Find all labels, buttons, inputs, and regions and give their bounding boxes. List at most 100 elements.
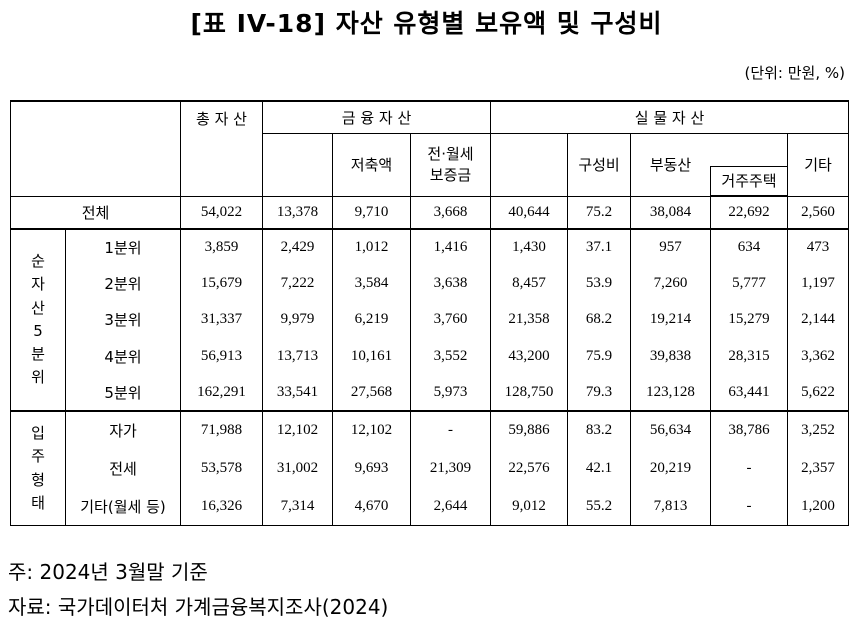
value-cell: 59,886 bbox=[490, 409, 569, 450]
value-cell: 28,315 bbox=[710, 338, 789, 375]
data-row: 4분위 56,913 13,713 10,161 3,552 43,200 75.9 39,8… bbox=[11, 338, 850, 375]
value-cell: 19,214 bbox=[630, 301, 712, 339]
value-cell: 7,813 bbox=[630, 487, 712, 527]
value-cell: 3,668 bbox=[409, 195, 492, 230]
value-cell: 12,102 bbox=[262, 409, 333, 450]
value-cell: 1,200 bbox=[787, 487, 850, 527]
value-cell: 31,002 bbox=[262, 449, 333, 488]
value-cell: 15,679 bbox=[180, 265, 263, 302]
value-cell: 5,973 bbox=[409, 374, 492, 411]
value-cell: 20,219 bbox=[630, 449, 712, 488]
data-row: 순자산5분위 1분위 3,859 2,429 1,012 1,416 1,430 37.1 95… bbox=[10, 227, 850, 412]
row-label: 기타(월세 등) bbox=[65, 487, 181, 527]
value-cell: 75.9 bbox=[567, 338, 632, 375]
value-cell: 7,222 bbox=[262, 265, 333, 302]
value-cell: 473 bbox=[787, 227, 850, 266]
value-cell: 5,777 bbox=[710, 265, 789, 302]
header-row: 저축액 전·월세 보증금 구성비 부동산 기타 bbox=[11, 132, 850, 197]
value-cell: 9,012 bbox=[490, 487, 569, 527]
value-cell: 5,622 bbox=[787, 374, 850, 411]
table-body: 총 자 산 금 융 자 산 실 물 자 산 저축액 전·월세 보증금 구성비 부동… bbox=[10, 100, 850, 527]
header-cell: 거주주택 bbox=[710, 165, 789, 197]
data-row: 2분위 15,679 7,222 3,584 3,638 8,457 53.9 7,260 5,… bbox=[11, 265, 850, 302]
header-cell: 구성비 bbox=[567, 132, 632, 197]
value-cell: 42.1 bbox=[567, 449, 632, 488]
note: 주: 2024년 3월말 기준 bbox=[8, 560, 208, 584]
value-cell: 55.2 bbox=[567, 487, 632, 527]
row-label: 자가 bbox=[65, 409, 181, 450]
header-text: 보증금 bbox=[429, 165, 472, 184]
value-cell: 1,197 bbox=[787, 265, 850, 302]
value-cell: 54,022 bbox=[180, 195, 263, 230]
header-row: 거주주택 bbox=[11, 165, 849, 197]
header-cell: 저축액 bbox=[332, 132, 411, 197]
data-row: 전세 53,578 31,002 9,693 21,309 22,576 42.1 20,21… bbox=[11, 449, 850, 488]
group-label-text: 순자산5분위 bbox=[31, 252, 45, 387]
value-cell: - bbox=[710, 449, 789, 488]
value-cell: 21,309 bbox=[409, 449, 492, 488]
value-cell: 15,279 bbox=[710, 301, 789, 339]
row-label: 전체 bbox=[10, 195, 181, 230]
header-cell: 금 융 자 산 bbox=[261, 100, 492, 134]
value-cell: 13,378 bbox=[262, 195, 333, 230]
row-label: 4분위 bbox=[65, 338, 181, 375]
data-row: 입주형태 자가 71,988 12,102 12,102-59,886 83.2 56,63… bbox=[10, 409, 850, 527]
row-label: 2분위 bbox=[65, 265, 181, 302]
header-cell bbox=[490, 132, 569, 197]
value-cell: 2,560 bbox=[787, 195, 850, 230]
value-cell: 634 bbox=[710, 227, 789, 266]
group-label: 순자산5분위 bbox=[10, 228, 66, 412]
source: 자료: 국가데이터처 가계금융복지조사(2024) bbox=[8, 595, 389, 619]
value-cell: 31,337 bbox=[180, 301, 263, 339]
value-cell: 68.2 bbox=[567, 301, 632, 339]
value-cell: 56,913 bbox=[180, 338, 263, 375]
value-cell: 37.1 bbox=[567, 227, 632, 266]
value-cell: 71,988 bbox=[180, 409, 263, 450]
header-cell: 총 자 산 bbox=[180, 100, 263, 197]
header-cell bbox=[710, 132, 789, 167]
value-cell: - bbox=[710, 487, 789, 527]
corner-cell bbox=[10, 100, 181, 197]
value-cell: 39,838 bbox=[630, 338, 712, 375]
value-cell: 1,416 bbox=[409, 227, 492, 266]
value-cell: 9,710 bbox=[332, 195, 411, 230]
row-label: 3분위 bbox=[65, 301, 181, 339]
value-cell: 7,314 bbox=[262, 487, 333, 527]
value-cell: 2,644 bbox=[409, 487, 492, 527]
value-cell: 123,128 bbox=[630, 374, 712, 411]
value-cell: 56,634 bbox=[630, 409, 712, 450]
header-cell bbox=[262, 132, 333, 197]
value-cell: 957 bbox=[630, 227, 712, 266]
header-row: 총 자 산 금 융 자 산 실 물 자 산 bbox=[10, 100, 850, 197]
value-cell: 3,552 bbox=[409, 338, 492, 375]
value-cell: 21,358 bbox=[490, 301, 569, 339]
value-cell: 79.3 bbox=[567, 374, 632, 411]
value-cell: 33,541 bbox=[262, 374, 333, 411]
header-text: 전·월세 bbox=[427, 145, 474, 164]
value-cell: - bbox=[409, 409, 492, 450]
value-cell: 3,584 bbox=[332, 265, 411, 302]
header-cell: 기타 bbox=[787, 132, 850, 197]
value-cell: 4,670 bbox=[332, 487, 411, 527]
value-cell: 3,638 bbox=[409, 265, 492, 302]
value-cell: 2,357 bbox=[787, 449, 850, 488]
value-cell: 10,161 bbox=[332, 338, 411, 375]
value-cell: 9,693 bbox=[332, 449, 411, 488]
value-cell: 12,102 bbox=[332, 409, 411, 450]
value-cell: 7,260 bbox=[630, 265, 712, 302]
value-cell: 128,750 bbox=[490, 374, 569, 411]
data-row: 5분위 162,291 33,541 27,568 5,973 128,750 79.3 12… bbox=[11, 374, 850, 411]
total-row: 전체 54,022 13,378 9,710 3,668 40,644 75.2 38,084… bbox=[10, 195, 850, 230]
value-cell: 38,786 bbox=[710, 409, 789, 450]
header-cell: 전·월세 보증금 bbox=[409, 132, 492, 197]
value-cell: 9,979 bbox=[262, 301, 333, 339]
unit: (단위: 만원, %) bbox=[744, 64, 845, 82]
value-cell: 162,291 bbox=[180, 374, 263, 411]
value-cell: 3,252 bbox=[787, 409, 850, 450]
data-row: 기타(월세 등) 16,326 7,314 4,670 2,644 9,012 55.2 7,… bbox=[11, 487, 850, 527]
row-label: 전세 bbox=[65, 449, 181, 488]
value-cell: 43,200 bbox=[490, 338, 569, 375]
data-row: 3분위 31,337 9,979 6,219 3,760 21,358 68.2 19,214… bbox=[11, 301, 850, 339]
value-cell: 83.2 bbox=[567, 409, 632, 450]
